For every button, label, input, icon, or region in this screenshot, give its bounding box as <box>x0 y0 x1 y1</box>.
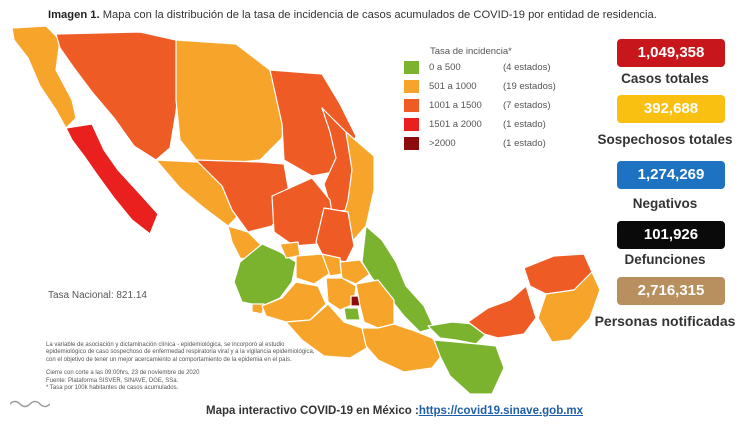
legend-range: 1501 a 2000 <box>429 118 482 130</box>
footnote-line: epidemiológico de caso sospechoso de enf… <box>46 349 315 356</box>
footnote-line: Fuente: Plataforma SISVER, SINAVE, DGE, … <box>46 377 179 384</box>
state-chiapas <box>433 339 505 395</box>
figure-title-number: Imagen 1. <box>48 9 100 21</box>
deaths-label: Defunciones <box>624 252 706 267</box>
negatives-label: Negativos <box>632 196 698 211</box>
notified-persons-value: 2,716,315 <box>617 277 725 305</box>
state-colima <box>251 303 265 315</box>
map-link[interactable]: https://covid19.sinave.gob.mx <box>418 405 584 417</box>
total-cases-label: Casos totales <box>621 71 709 86</box>
negatives-value: 1,274,269 <box>617 161 725 189</box>
notified-persons-label: Personas notificadas <box>594 313 736 329</box>
wave-logo-icon <box>10 400 50 408</box>
footnotes: La variable de asociación y dictaminació… <box>46 342 315 392</box>
footnote-line: La variable de asociación y dictaminació… <box>46 342 285 348</box>
legend-item: 0 a 500 (4 estados) <box>404 60 551 74</box>
state-veracruz <box>361 225 435 333</box>
state-durango <box>195 159 291 233</box>
state-guanajuato <box>295 253 333 285</box>
state-quintana-roo <box>537 271 601 343</box>
footnote-line: con el objetivo de tener un mejor acerca… <box>46 356 292 363</box>
legend-count: (4 estados) <box>503 61 551 73</box>
figure-title-text: Mapa con la distribución de la tasa de i… <box>99 9 657 21</box>
state-morelos <box>343 307 361 321</box>
national-rate: Tasa Nacional: 821.14 <box>48 290 147 301</box>
state-campeche <box>467 285 537 339</box>
legend-count: (19 estados) <box>503 80 556 92</box>
footer: Mapa interactivo COVID-19 en México :htt… <box>206 405 583 417</box>
footnote-line: Cierre con corte a las 09:00hrs, 23 de n… <box>46 370 200 377</box>
total-cases-value: 1,049,358 <box>617 39 725 67</box>
suspected-total-label: Sospechosos totales <box>597 132 733 147</box>
state-hidalgo <box>339 259 371 285</box>
legend-swatch <box>404 117 419 131</box>
legend-swatch <box>404 60 419 74</box>
legend-range: 1001 a 1500 <box>429 99 482 111</box>
legend-item: 1001 a 1500 (7 estados) <box>404 98 551 112</box>
suspected-total-value: 392,688 <box>617 95 725 123</box>
legend-count: (1 estado) <box>503 118 546 130</box>
legend-swatch <box>404 136 419 150</box>
legend-range: 0 a 500 <box>429 61 461 73</box>
legend-title: Tasa de incidencia* <box>430 46 512 57</box>
legend-range: 501 a 1000 <box>429 80 477 92</box>
figure-title: Imagen 1. Mapa con la distribución de la… <box>48 9 657 21</box>
legend-count: (1 estado) <box>503 137 546 149</box>
legend-swatch <box>404 98 419 112</box>
footer-text: Mapa interactivo COVID-19 en México : <box>206 405 419 417</box>
legend-count: (7 estados) <box>503 99 551 111</box>
legend-item: >2000 (1 estado) <box>404 136 546 150</box>
footnote-line: * Tasa por 100k habitantes de casos acum… <box>46 384 179 391</box>
state-michoacan <box>261 281 327 323</box>
state-baja-california-sur <box>65 123 159 235</box>
state-tabasco <box>427 321 487 345</box>
legend-swatch <box>404 79 419 93</box>
state-jalisco <box>233 243 297 307</box>
legend-item: 1501 a 2000 (1 estado) <box>404 117 546 131</box>
state-chihuahua <box>175 39 287 165</box>
legend-item: 501 a 1000 (19 estados) <box>404 79 556 93</box>
legend-range: >2000 <box>429 137 456 149</box>
deaths-value: 101,926 <box>617 221 725 249</box>
